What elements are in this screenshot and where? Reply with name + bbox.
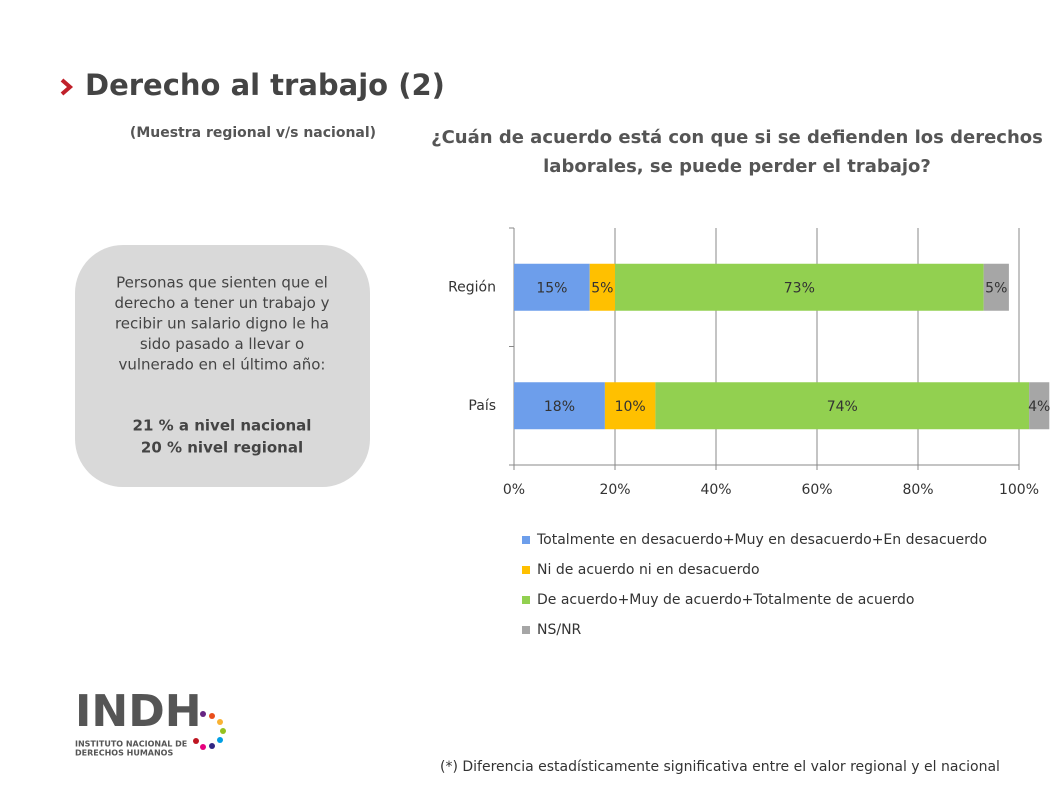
x-tick-label: 0% <box>503 482 525 498</box>
slide-subtitle: (Muestra regional v/s nacional) <box>130 125 376 141</box>
legend-label: De acuerdo+Muy de acuerdo+Totalmente de … <box>537 592 914 608</box>
data-label: 10% <box>615 399 646 415</box>
data-label: 5% <box>985 280 1007 296</box>
data-label: 15% <box>536 280 567 296</box>
legend-swatch <box>522 566 530 574</box>
legend-swatch <box>522 596 530 604</box>
callout-highlight: 20 % nivel regional <box>141 439 303 457</box>
chart-title: laborales, se puede perder el trabajo? <box>543 156 931 177</box>
footnote: (*) Diferencia estadísticamente signific… <box>440 759 1000 775</box>
data-label: 74% <box>827 399 858 415</box>
x-tick-label: 100% <box>999 482 1039 498</box>
y-tick-label: Región <box>448 279 496 295</box>
x-tick-label: 60% <box>801 482 832 498</box>
bar-segment <box>604 382 656 430</box>
bar-segment <box>655 382 1030 430</box>
callout-text: Personas que sienten que el <box>116 274 328 292</box>
logo-mark: INDH <box>75 686 202 737</box>
logo-text: DERECHOS HUMANOS <box>75 749 173 758</box>
legend-label: Ni de acuerdo ni en desacuerdo <box>537 562 760 578</box>
x-tick-label: 40% <box>700 482 731 498</box>
callout-highlight: 21 % a nivel nacional <box>133 417 312 435</box>
callout-text: derecho a tener un trabajo y <box>115 294 330 312</box>
bar-segment <box>514 382 605 430</box>
legend-label: NS/NR <box>537 622 582 638</box>
slide-title: Derecho al trabajo (2) <box>85 68 445 102</box>
data-label: 73% <box>784 280 815 296</box>
callout-text: recibir un salario digno le ha <box>115 315 329 333</box>
data-label: 18% <box>544 399 575 415</box>
callout-text: sido pasado a llevar o <box>140 335 304 353</box>
x-tick-label: 80% <box>902 482 933 498</box>
data-label: 5% <box>591 280 613 296</box>
y-tick-label: País <box>468 398 496 414</box>
bullet-chevron <box>60 78 74 96</box>
bar-segment <box>1029 382 1050 430</box>
bar-segment <box>615 263 984 311</box>
callout-box <box>75 245 370 487</box>
chart-title: ¿Cuán de acuerdo está con que si se defi… <box>431 127 1043 148</box>
legend-swatch <box>522 536 530 544</box>
x-tick-label: 20% <box>599 482 630 498</box>
bar-segment <box>589 263 615 311</box>
callout-text: vulnerado en el último año: <box>119 356 326 374</box>
legend-label: Totalmente en desacuerdo+Muy en desacuer… <box>536 532 987 548</box>
bar-segment <box>983 263 1009 311</box>
logo-text: INSTITUTO NACIONAL DE <box>75 740 187 749</box>
legend-swatch <box>522 626 530 634</box>
bar-segment <box>514 263 590 311</box>
data-label: 4% <box>1028 399 1050 415</box>
logo-dots <box>193 711 226 750</box>
